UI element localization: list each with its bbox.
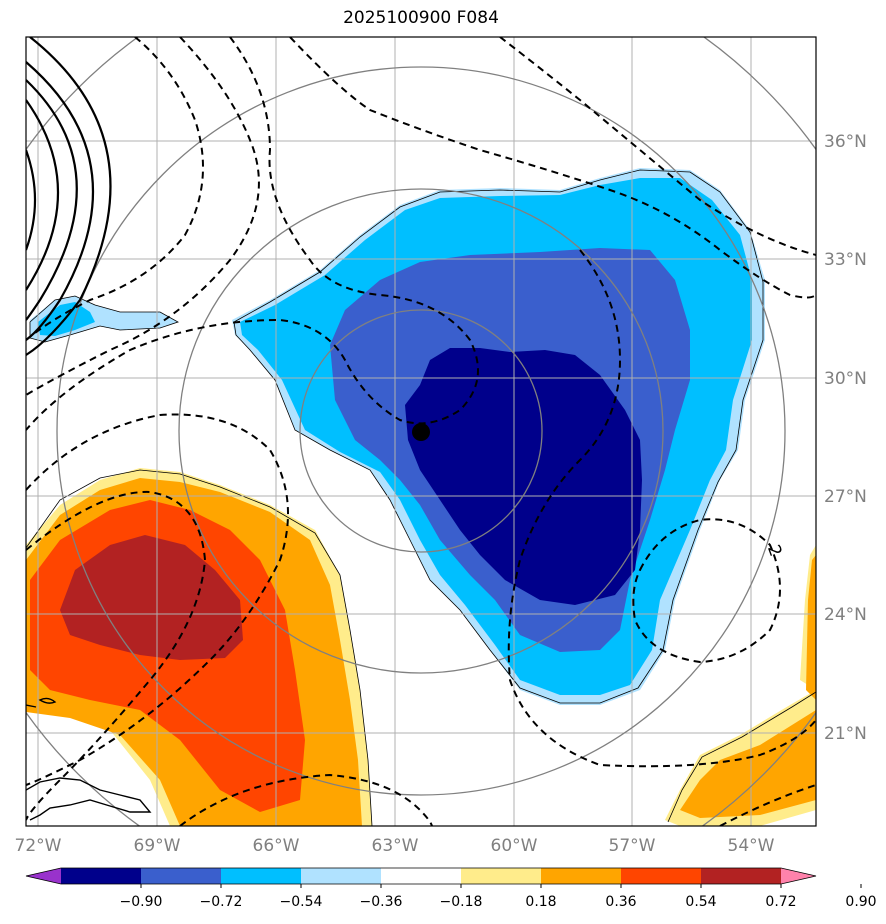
colorbar-segment [61,868,142,884]
longitude-labels: 72°W 69°W 66°W 63°W 60°W 57°W 54°W [15,836,775,856]
lon-label: 72°W [15,836,62,856]
lat-label: 33°N [824,250,867,270]
colorbar-segment [381,868,462,884]
lon-label: 60°W [491,836,538,856]
lat-label: 27°N [824,487,867,507]
colorbar-tick-label: −0.18 [440,894,483,910]
lon-label: 57°W [609,836,656,856]
positive-anomaly-region-east [665,545,816,826]
lon-label: 66°W [253,836,300,856]
lat-label: 36°N [824,132,867,152]
colorbar-segment [701,868,782,884]
colorbar-tick-label: −0.90 [120,894,163,910]
lon-label: 54°W [728,836,775,856]
colorbar-segment [221,868,302,884]
map-title: 2025100900 F084 [343,8,499,28]
colorbar-extend-low [26,868,61,884]
colorbar-tick-label: 0.72 [765,894,796,910]
lon-label: 63°W [372,836,419,856]
storm-center-marker [412,423,430,441]
solid-contours [26,37,112,356]
colorbar-segment [461,868,542,884]
colorbar-segment [541,868,622,884]
lat-label: 30°N [824,369,867,389]
lon-label: 69°W [134,836,181,856]
colorbar-tick-label: −0.54 [280,894,323,910]
lat-label: 21°N [824,724,867,744]
colorbar-segment [621,868,702,884]
colorbar-tick-label: 0.90 [845,894,876,910]
positive-anomaly-region-west [26,468,372,826]
colorbar-tick-label: −0.36 [360,894,403,910]
dashed-contours [26,37,816,826]
colorbar-tick-label: 0.18 [525,894,556,910]
lat-label: 24°N [824,605,867,625]
colorbar-segment [301,868,382,884]
map-frame [25,36,817,827]
colorbar-outline [25,867,817,885]
colorbar-segment [141,868,222,884]
graticule [26,37,816,826]
negative-anomaly-patch-west [30,296,178,342]
colorbar: −0.90 −0.72 −0.54 −0.36 −0.18 0.18 0.36 0.54 0.7… [25,867,877,910]
colorbar-extend-high [781,868,816,884]
latitude-labels: 36°N 33°N 30°N 27°N 24°N 21°N [824,132,867,744]
colorbar-tick-label: 0.54 [685,894,716,910]
colorbar-tick-label: −0.72 [200,894,243,910]
coastline [26,697,152,821]
shading-outline [26,169,816,826]
colorbar-tick-label: 0.36 [605,894,636,910]
